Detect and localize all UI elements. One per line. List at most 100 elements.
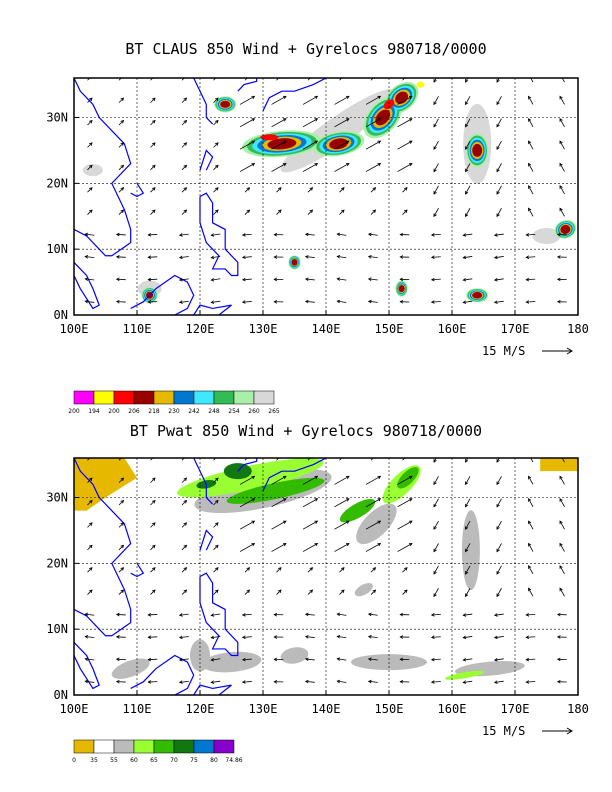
- wind-arrow: [242, 636, 252, 638]
- wind-arrow: [302, 520, 318, 530]
- wind-arrow-head: [559, 520, 563, 525]
- wind-arrow-head: [404, 209, 408, 214]
- wind-arrow-head: [465, 548, 469, 553]
- coastline: [262, 78, 327, 112]
- wind-arrow-head: [377, 140, 382, 144]
- y-tick-label: 30N: [46, 491, 68, 505]
- wind-arrow: [339, 567, 345, 573]
- wind-arrow: [494, 300, 504, 303]
- wind-arrow-head: [314, 95, 319, 100]
- wind-arrow-head: [304, 299, 309, 304]
- wind-arrow: [530, 458, 534, 463]
- wind-arrow-head: [528, 565, 532, 569]
- wind-arrow-head: [462, 680, 467, 684]
- wind-arrow-head: [465, 168, 469, 173]
- wind-arrow: [365, 163, 381, 172]
- wind-arrow-head: [465, 526, 469, 530]
- wind-arrow-head: [336, 232, 341, 237]
- wind-arrow: [402, 567, 408, 573]
- wind-arrow-head: [215, 97, 219, 102]
- wind-arrow: [302, 140, 318, 150]
- x-tick-label: 170E: [501, 702, 530, 716]
- wind-arrow-head: [178, 277, 183, 282]
- wind-arrow: [244, 458, 248, 461]
- wind-arrow: [334, 498, 350, 508]
- wind-arrow: [150, 120, 156, 126]
- wind-arrow-head: [462, 277, 467, 282]
- wind-arrow: [211, 256, 221, 259]
- wind-arrow-head: [183, 187, 188, 191]
- wind-arrow: [179, 256, 189, 259]
- wind-arrow: [87, 209, 93, 215]
- wind-arrow: [559, 498, 565, 508]
- wind-arrow-head: [493, 657, 498, 662]
- wind-arrow-head: [367, 635, 372, 639]
- wind-arrow: [465, 140, 471, 150]
- wind-arrow: [365, 475, 381, 485]
- wind-arrow-head: [120, 477, 125, 482]
- wind-arrow: [305, 278, 315, 281]
- wind-arrow-head: [147, 255, 152, 259]
- wind-arrow: [179, 300, 189, 303]
- convection-cell: [260, 134, 279, 141]
- wind-arrow: [305, 680, 315, 683]
- wind-arrow: [559, 185, 565, 195]
- wind-arrow: [402, 209, 408, 215]
- moisture-region: [176, 458, 324, 498]
- wind-arrow: [213, 500, 219, 506]
- wind-arrow: [496, 520, 502, 530]
- wind-arrow-head: [282, 140, 287, 144]
- wind-arrow: [118, 165, 124, 171]
- wind-arrow-head: [120, 97, 125, 102]
- wind-arrow-head: [89, 567, 93, 571]
- wind-arrow-head: [560, 74, 563, 77]
- wind-arrow-head: [465, 190, 469, 195]
- wind-arrow-head: [367, 255, 372, 259]
- wind-arrow: [87, 97, 93, 103]
- wind-arrow: [465, 498, 471, 508]
- panel-2: 100E 110E 120E 130E 140E 150E 160E 170E 180 0N 10N…: [46, 457, 589, 764]
- wind-arrow-head: [433, 146, 437, 150]
- moisture-region: [280, 647, 309, 664]
- wind-arrow: [496, 208, 502, 217]
- wind-arrow-head: [309, 567, 314, 571]
- wind-arrow: [463, 300, 473, 303]
- moisture-region: [201, 651, 262, 673]
- wind-arrow: [463, 613, 473, 616]
- wind-arrow: [179, 636, 189, 639]
- wind-arrow: [181, 522, 187, 528]
- wind-arrow-head: [241, 233, 246, 237]
- colorbar-swatch: [113, 390, 135, 405]
- wind-arrow: [465, 185, 471, 195]
- wind-arrow-head: [525, 680, 530, 684]
- wind-arrow-head: [559, 475, 563, 480]
- wind-arrow: [528, 498, 534, 508]
- wind-arrow-head: [115, 612, 120, 617]
- wind-arrow-head: [282, 118, 287, 122]
- wind-arrow: [181, 142, 187, 148]
- wind-arrow: [118, 187, 124, 193]
- wind-arrow: [463, 658, 473, 661]
- wind-arrow-head: [433, 168, 437, 173]
- wind-arrow: [302, 95, 318, 105]
- wind-arrow-head: [314, 543, 319, 547]
- y-tick-label: 10N: [46, 242, 68, 256]
- wind-arrow: [433, 96, 439, 105]
- wind-arrow-head: [147, 300, 152, 304]
- wind-arrow: [87, 142, 93, 148]
- wind-arrow: [213, 589, 219, 595]
- wind-arrow-head: [215, 589, 219, 594]
- wind-arrow-head: [430, 300, 435, 304]
- wind-arrow-head: [183, 499, 188, 504]
- wind-arrow: [179, 613, 189, 616]
- wind-arrow-head: [89, 97, 93, 102]
- wind-arrow: [337, 680, 347, 683]
- wind-arrow-head: [465, 503, 469, 508]
- wind-arrow: [559, 588, 565, 597]
- wind-arrow: [337, 255, 347, 259]
- wind-arrow-head: [84, 277, 89, 281]
- wind-arrow-head: [462, 300, 467, 304]
- wind-arrow: [559, 96, 565, 105]
- wind-arrow: [87, 78, 91, 81]
